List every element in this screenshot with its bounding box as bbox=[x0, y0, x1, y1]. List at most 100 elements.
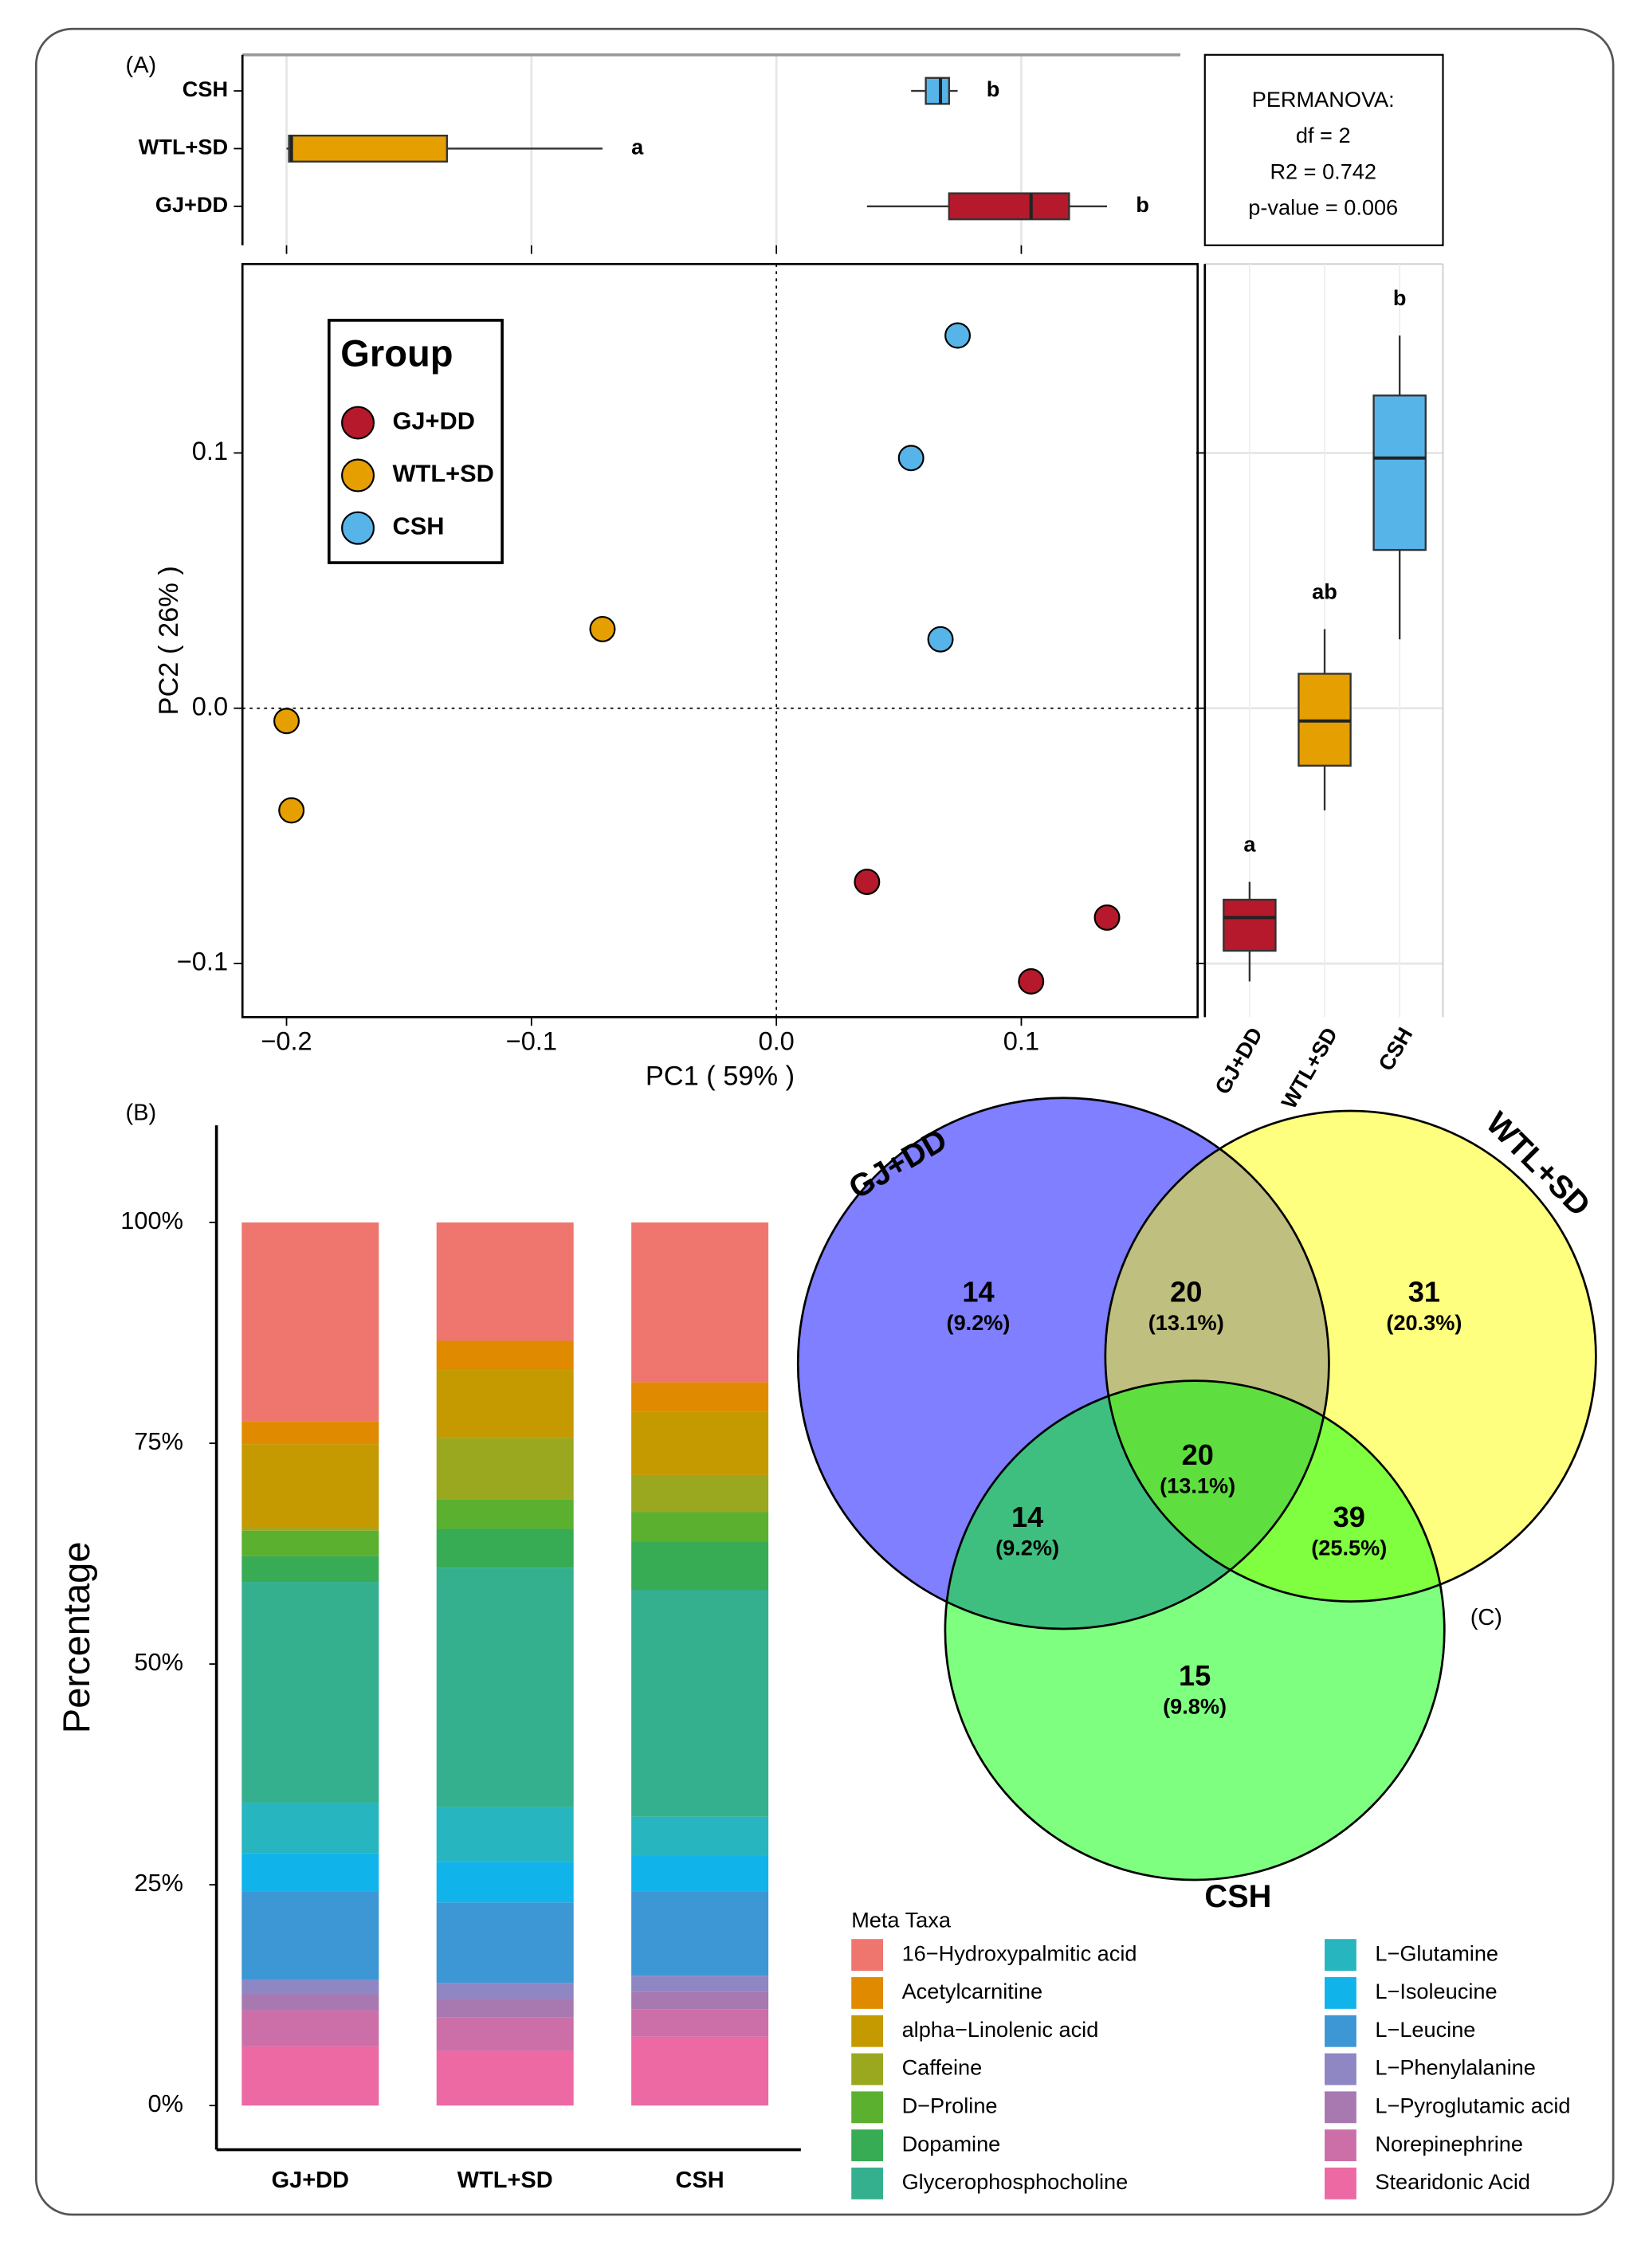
x-tick-label: −0.1 bbox=[506, 1027, 557, 1056]
bar-segment bbox=[631, 1474, 769, 1513]
bar-segment bbox=[631, 1816, 769, 1856]
legend-swatch bbox=[851, 2129, 884, 2162]
legend-label: Acetylcarnitine bbox=[902, 1979, 1043, 2003]
point bbox=[854, 869, 881, 896]
bar-segment bbox=[631, 1855, 769, 1892]
y-tick-label: 0% bbox=[148, 2089, 183, 2117]
box bbox=[925, 77, 950, 105]
region-count: 39 bbox=[1333, 1501, 1365, 1533]
legend-swatch bbox=[851, 2091, 884, 2124]
bar-segment bbox=[436, 1499, 574, 1529]
set-label: CSH bbox=[1204, 1879, 1271, 1914]
region-count: 20 bbox=[1182, 1438, 1214, 1471]
bar-segment bbox=[631, 2036, 769, 2106]
bar-segment bbox=[631, 2009, 769, 2037]
legend-swatch bbox=[1325, 1939, 1356, 1972]
significance-letter: a bbox=[1243, 831, 1256, 856]
bar-segment bbox=[631, 1222, 769, 1383]
point bbox=[278, 797, 305, 824]
point bbox=[273, 708, 300, 735]
bar-segment bbox=[241, 1994, 379, 2011]
bar-segment bbox=[241, 1421, 379, 1445]
bar-segment bbox=[436, 1370, 574, 1438]
legend-title: Group bbox=[340, 332, 453, 375]
category-label: WTL+SD bbox=[139, 135, 228, 159]
legend-swatch bbox=[1325, 2015, 1356, 2047]
x-tick-label: −0.2 bbox=[261, 1027, 312, 1056]
legend-swatch bbox=[1325, 2167, 1356, 2199]
bar-segment bbox=[241, 1528, 379, 1531]
legend-swatch bbox=[851, 1977, 884, 2009]
venn-outline bbox=[796, 1097, 1330, 1630]
region-count: 15 bbox=[1179, 1659, 1211, 1692]
category-label: GJ+DD bbox=[155, 192, 228, 217]
plot-frame bbox=[241, 262, 1199, 1018]
region-count: 14 bbox=[1011, 1501, 1043, 1533]
legend-label: Dopamine bbox=[902, 2131, 1001, 2156]
region-count: 31 bbox=[1408, 1276, 1440, 1309]
legend-label: L−Leucine bbox=[1375, 2017, 1475, 2042]
venn-outline bbox=[1104, 1109, 1597, 1603]
bar-segment bbox=[631, 1541, 769, 1591]
bar-segment bbox=[241, 1444, 379, 1528]
bar-segment bbox=[436, 1807, 574, 1862]
region-count: 14 bbox=[962, 1276, 994, 1309]
legend-label: Stearidonic Acid bbox=[1375, 2169, 1530, 2194]
legend-title: Meta Taxa bbox=[851, 1908, 952, 1933]
venn-outline bbox=[944, 1379, 1446, 1881]
bar-segment bbox=[436, 1528, 574, 1568]
bar-segment bbox=[241, 1980, 379, 1995]
bar-segment bbox=[436, 1438, 574, 1500]
bar-segment bbox=[436, 1983, 574, 1999]
legend-label: L−Pyroglutamic acid bbox=[1375, 2093, 1570, 2117]
significance-letter: b bbox=[1393, 285, 1407, 310]
annotation-box bbox=[1203, 53, 1444, 246]
region-count: 20 bbox=[1170, 1276, 1202, 1309]
significance-letter: b bbox=[987, 77, 1000, 101]
bar-segment bbox=[436, 1999, 574, 2018]
legend-label: CSH bbox=[392, 512, 444, 540]
panel-label: (A) bbox=[126, 53, 157, 78]
y-tick-label: 100% bbox=[120, 1207, 183, 1234]
bar-segment bbox=[241, 1556, 379, 1583]
point bbox=[944, 322, 972, 349]
bar-segment bbox=[631, 1976, 769, 1992]
y-tick-label: 0.0 bbox=[192, 692, 228, 720]
bar-segment bbox=[631, 1382, 769, 1412]
bar-segment bbox=[436, 1222, 574, 1341]
legend-label: D−Proline bbox=[902, 2093, 998, 2117]
significance-letter: a bbox=[631, 135, 644, 159]
legend-label: Norepinephrine bbox=[1375, 2131, 1523, 2156]
legend-swatch bbox=[851, 2167, 884, 2199]
legend-swatch bbox=[1325, 2129, 1356, 2162]
bar-segment bbox=[241, 1803, 379, 1854]
x-tick-label: GJ+DD bbox=[272, 2168, 349, 2193]
point bbox=[1093, 904, 1121, 931]
legend-marker bbox=[341, 511, 375, 545]
legend-marker bbox=[341, 458, 375, 492]
box bbox=[1372, 394, 1427, 551]
x-tick-label: 0.0 bbox=[758, 1027, 794, 1056]
legend-label: L−Isoleucine bbox=[1375, 1979, 1497, 2003]
region-percent: (9.2%) bbox=[995, 1536, 1059, 1560]
bar-segment bbox=[241, 1853, 379, 1892]
panel-label: (C) bbox=[1470, 1605, 1502, 1630]
point bbox=[897, 445, 925, 472]
legend-swatch bbox=[851, 2015, 884, 2047]
x-tick-label: CSH bbox=[676, 2168, 724, 2193]
bar-segment bbox=[241, 2046, 379, 2106]
legend-marker bbox=[341, 406, 375, 440]
bar-segment bbox=[631, 1411, 769, 1475]
bar-segment bbox=[631, 1512, 769, 1542]
y-axis-title: Percentage bbox=[55, 1541, 97, 1733]
bar-segment bbox=[631, 1891, 769, 1976]
bar-segment bbox=[241, 1530, 379, 1556]
region-percent: (13.1%) bbox=[1148, 1310, 1224, 1335]
bar-segment bbox=[241, 1582, 379, 1803]
point bbox=[589, 615, 616, 642]
significance-letter: ab bbox=[1312, 579, 1337, 603]
annotation-line: R2 = 0.742 bbox=[1270, 159, 1376, 183]
bar-segment bbox=[436, 1902, 574, 1984]
